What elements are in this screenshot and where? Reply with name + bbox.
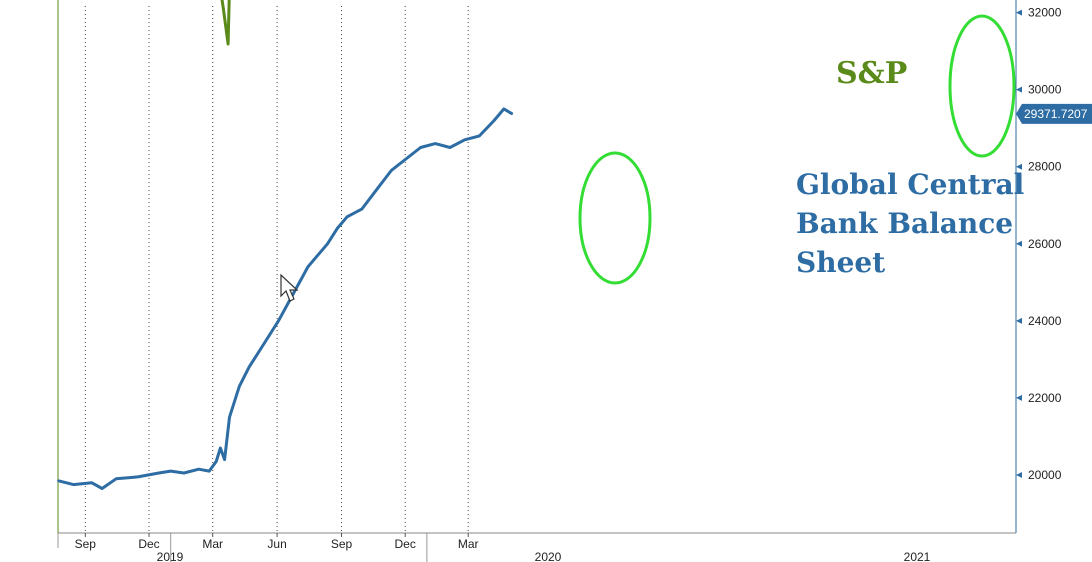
data-point-cb [223, 458, 226, 461]
right-tick-marker [1016, 86, 1022, 93]
data-point-cb [101, 487, 103, 490]
right-tick-label: 20000 [1028, 468, 1062, 482]
data-point-cb [157, 472, 160, 474]
x-tick-label: Jun [267, 537, 286, 551]
data-point-cb [434, 142, 437, 145]
data-point-cb [419, 146, 422, 149]
data-point-cb [208, 470, 211, 472]
right-tick-label: 30000 [1028, 83, 1062, 97]
cb-annotation-line: Bank Balance [796, 207, 1013, 240]
data-point-cb [115, 477, 117, 480]
data-point-cb [277, 319, 280, 322]
data-point-cb [336, 227, 339, 230]
data-point-cb [228, 416, 231, 419]
x-tick-label: Dec [138, 537, 159, 551]
x-tick-label: Sep [75, 537, 97, 551]
mouse-cursor-icon [280, 273, 299, 302]
data-point-cb [316, 254, 319, 257]
x-year-label: 2021 [904, 550, 931, 562]
data-point-cb [405, 158, 407, 160]
highlight-circle-2021 [948, 14, 1016, 158]
x-year-label: 2019 [157, 550, 184, 562]
cb-last-value: 29371.7207 [1024, 107, 1088, 121]
right-tick-label: 24000 [1028, 314, 1062, 328]
data-point-cb [169, 470, 172, 472]
x-tick-label: Sep [331, 537, 353, 551]
data-point-cb [346, 215, 348, 218]
data-point-cb [57, 479, 59, 482]
data-point-cb [72, 483, 75, 486]
data-point-cb [248, 366, 251, 368]
series [57, 0, 514, 490]
x-tick-label: Dec [395, 537, 416, 551]
right-tick-label: 26000 [1028, 237, 1062, 251]
x-year-label: 2020 [535, 550, 562, 562]
data-point-cb [262, 343, 265, 345]
right-tick-marker [1016, 317, 1022, 324]
cb-annotation-line: Global Central [796, 168, 1024, 201]
right-tick-marker [1016, 9, 1022, 16]
data-point-cb [219, 447, 222, 449]
data-point-cb [493, 119, 495, 122]
data-point-sp [222, 6, 225, 9]
cb-annotation-line: Sheet [796, 246, 885, 279]
data-point-cb [307, 266, 309, 268]
data-point-cb [360, 208, 363, 211]
series-line-cb [57, 107, 514, 490]
data-point-cb [197, 468, 200, 471]
data-point-cb [215, 460, 218, 463]
highlight-circle-aug2020 [578, 151, 652, 285]
data-point-cb [183, 472, 185, 474]
data-point-cb [390, 169, 393, 172]
data-point-cb [478, 135, 481, 137]
right-tick-marker [1016, 240, 1022, 247]
highlight-circles [578, 14, 1016, 285]
data-point-sp [227, 43, 230, 45]
data-point-cb [511, 113, 514, 115]
right-tick-marker [1016, 394, 1022, 401]
x-tick-label: Mar [202, 537, 223, 551]
cb-last-value-tag [1016, 103, 1092, 124]
right-tick-label: 32000 [1028, 6, 1062, 20]
right-tick-label: 22000 [1028, 391, 1062, 405]
series-line-sp [220, 0, 231, 46]
data-point-cb [463, 138, 466, 141]
data-point-cb [326, 242, 329, 245]
x-tick-label: Mar [458, 537, 479, 551]
data-point-cb [292, 293, 295, 295]
sp-annotation: S&P [836, 56, 907, 91]
data-point-cb [136, 476, 139, 478]
data-point-cb [375, 188, 378, 191]
right-tick-marker [1016, 471, 1022, 478]
right-tick-marker [1016, 163, 1022, 170]
data-point-cb [449, 146, 451, 149]
annotations: S&P Global Central Bank Balance Sheet [796, 56, 1024, 279]
data-point-cb [238, 385, 241, 388]
data-point-cb [503, 108, 505, 110]
data-point-cb [90, 481, 93, 484]
right-tick-label: 28000 [1028, 160, 1062, 174]
